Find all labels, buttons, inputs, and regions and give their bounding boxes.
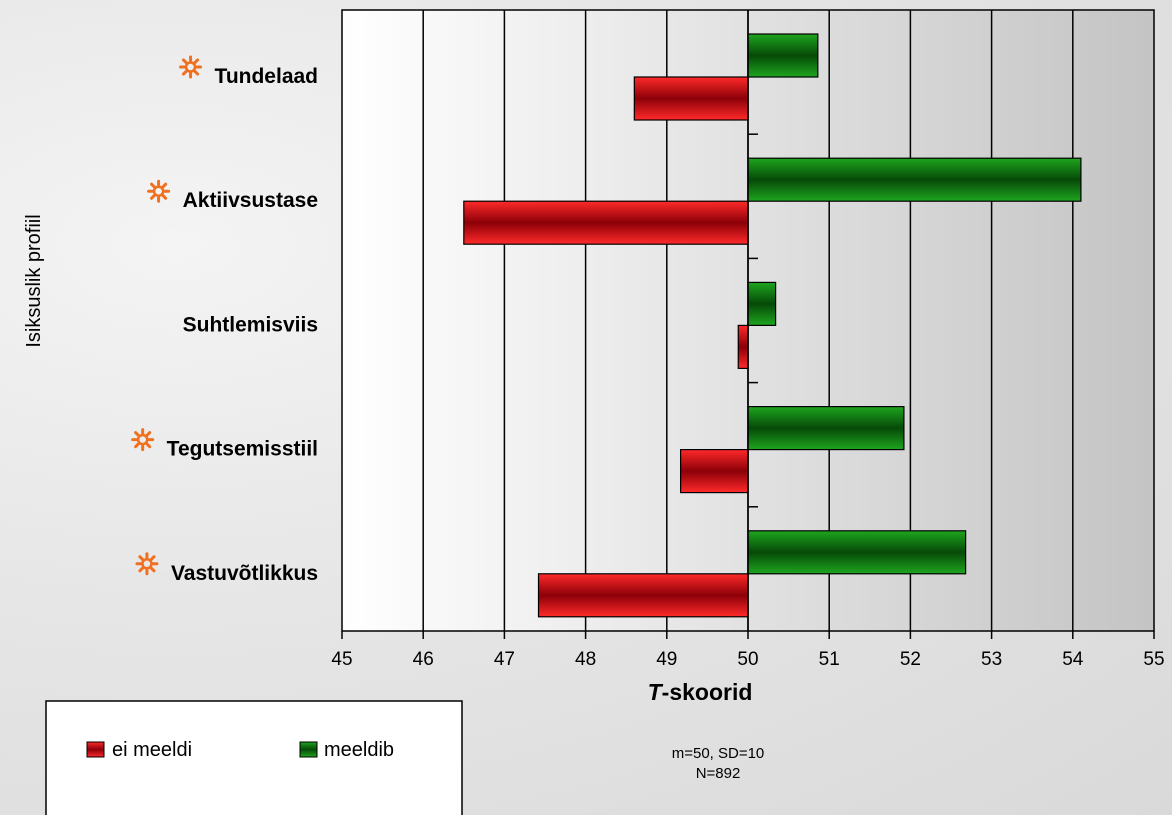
x-axis-title-italic: T	[648, 679, 664, 705]
x-tick-label-47: 47	[494, 649, 515, 670]
bar-ei-meeldi-2	[463, 200, 749, 245]
category-labels: Tundelaad Aktiivsustase Suhtlemisviis Tegut…	[131, 55, 318, 585]
x-axis-title: T-skoorid	[648, 679, 753, 705]
x-tick-label-49: 49	[656, 649, 677, 670]
legend-swatch-ei-meeldi	[86, 741, 105, 758]
x-tick-label-53: 53	[981, 649, 1002, 670]
bar-meeldib-3	[747, 281, 777, 326]
stats-note-line2: N=892	[696, 765, 741, 782]
bar-meeldib-4	[747, 406, 905, 451]
sun-icon	[147, 179, 171, 203]
category-label-5: Vastuvõtlikkus	[171, 562, 318, 585]
x-tick-label-55: 55	[1143, 649, 1164, 670]
x-tick-label-45: 45	[331, 649, 352, 670]
y-axis-ticks	[748, 133, 758, 508]
x-tick-label-50: 50	[737, 649, 758, 670]
category-label-4: Tegutsemisstiil	[167, 438, 318, 461]
bar-meeldib-5	[747, 530, 967, 575]
legend-label-meeldib: meeldib	[324, 739, 394, 761]
x-tick-label-54: 54	[1062, 649, 1084, 670]
category-label-1: Tundelaad	[215, 65, 318, 88]
bar-meeldib-2	[747, 157, 1082, 202]
bar-ei-meeldi-3	[737, 324, 749, 369]
bar-ei-meeldi-4	[680, 449, 749, 494]
y-axis-title: Isiksuslik profiil	[23, 214, 45, 347]
x-tick-label-52: 52	[900, 649, 921, 670]
bar-ei-meeldi-1	[633, 76, 749, 121]
legend-label-ei-meeldi: ei meeldi	[112, 739, 192, 761]
bar-meeldib-1	[747, 33, 819, 78]
x-axis-ticks: 45 46 47 48 49 50 51 52 53 54 55	[331, 631, 1165, 670]
legend-swatch-meeldib	[299, 741, 318, 758]
bar-ei-meeldi-5	[537, 573, 749, 618]
x-tick-label-48: 48	[575, 649, 596, 670]
sun-icon	[135, 552, 159, 576]
legend-box	[45, 700, 463, 815]
x-tick-label-46: 46	[413, 649, 434, 670]
sun-icon	[179, 55, 203, 79]
x-axis-title-rest: -skoorid	[662, 679, 753, 705]
category-label-3: Suhtlemisviis	[183, 313, 318, 336]
sun-icon	[131, 428, 155, 452]
bars	[463, 10, 1082, 631]
legend: ei meeldi meeldib	[45, 700, 463, 815]
stats-note-line1: m=50, SD=10	[672, 745, 765, 762]
x-tick-label-51: 51	[819, 649, 840, 670]
category-label-2: Aktiivsustase	[183, 189, 318, 212]
